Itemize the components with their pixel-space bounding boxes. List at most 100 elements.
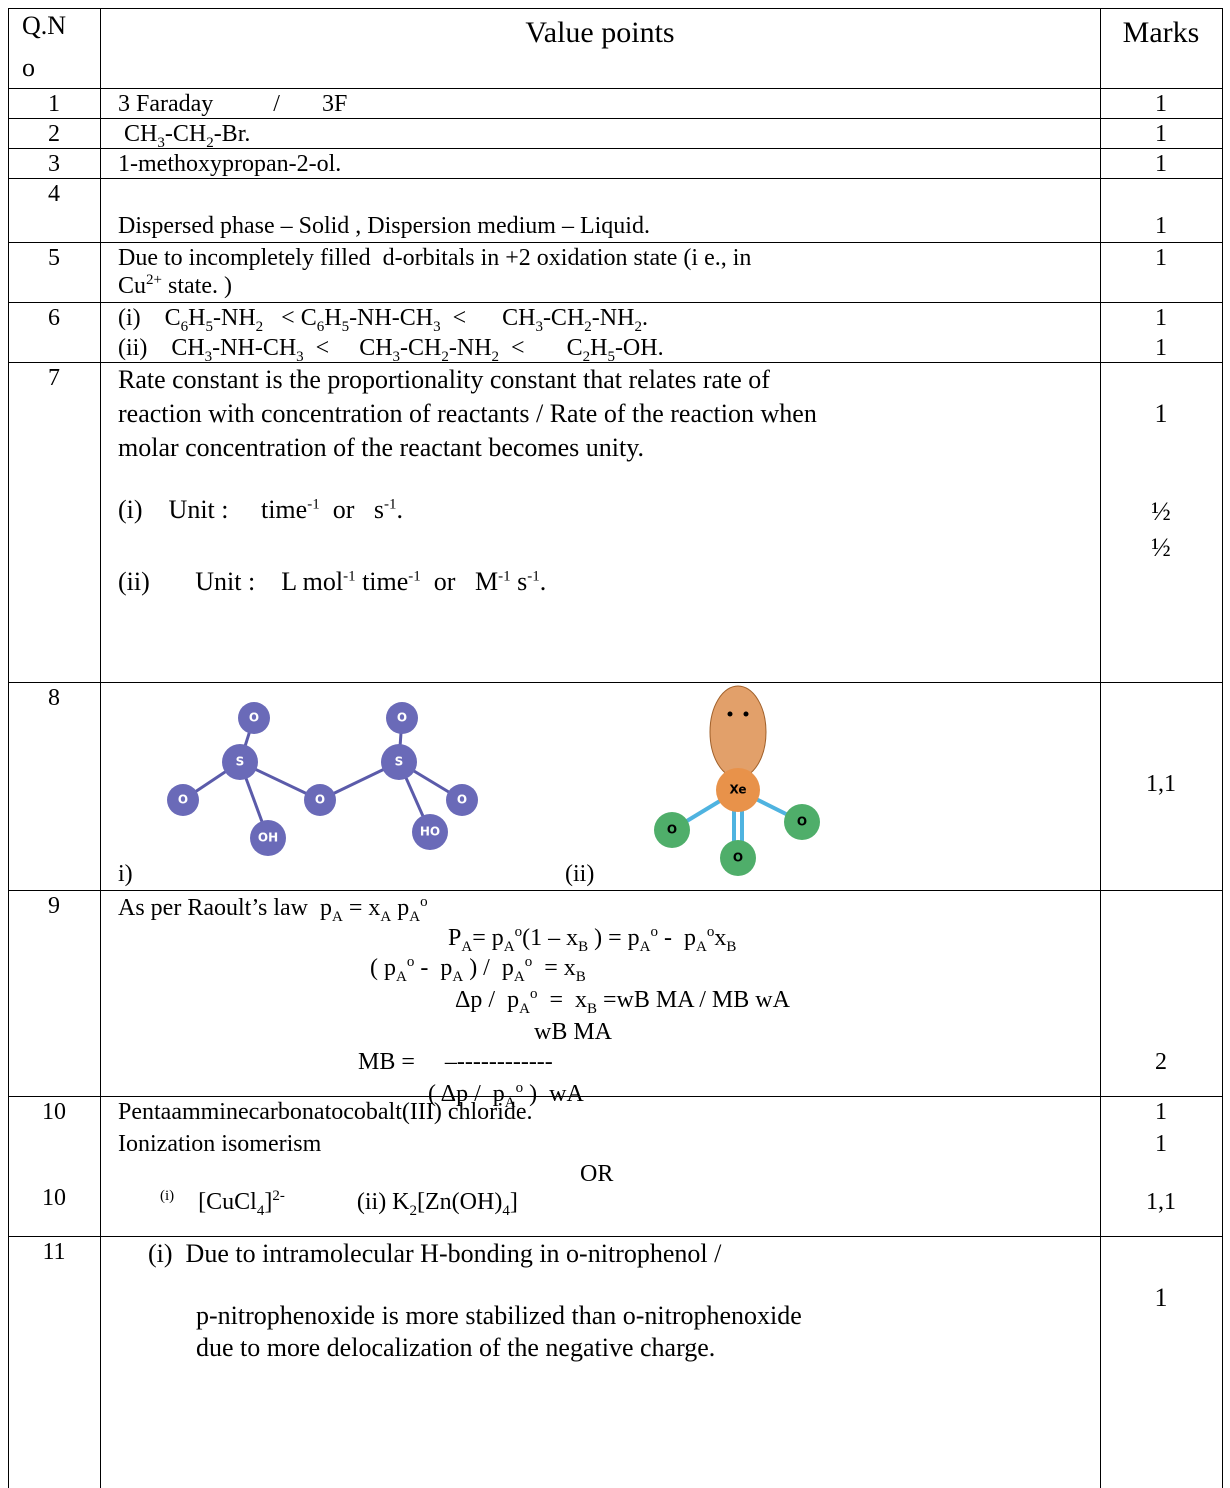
text-run: 2 [491, 348, 500, 365]
value-line: Cu2+ state. ) [118, 272, 232, 300]
value-line: (ii) Unit : L mol-1 time-1 or M-1 s-1. [118, 568, 546, 596]
text-run: 2+ [146, 272, 162, 288]
text-run: P [448, 925, 462, 951]
text-run: (ii) K [284, 1189, 410, 1215]
text-run: ) / p [463, 955, 514, 981]
value-line: OR [580, 1160, 613, 1188]
text-run: -CH [164, 121, 207, 147]
row-border [8, 88, 1222, 89]
text-run: A [331, 908, 343, 925]
text-run: Dispersed phase – Solid , Dispersion med… [118, 213, 650, 239]
row-border [8, 118, 1222, 119]
text-run: o [514, 924, 523, 940]
text-run: Δp / p [455, 987, 520, 1013]
atom-label: OH [258, 831, 278, 845]
text-run: = x [537, 987, 587, 1013]
row-border [8, 242, 1222, 243]
text-run: o [515, 1080, 524, 1096]
value-line: wB MA [534, 1018, 612, 1046]
atom-label: O [797, 815, 807, 829]
value-line: (i) Unit : time-1 or s-1. [118, 496, 403, 524]
text-run: 6 [316, 318, 325, 335]
text-run: = x [532, 955, 576, 981]
mark: ½ [1151, 497, 1171, 526]
text-run: -1 [527, 568, 540, 585]
question-number: 9 [48, 893, 60, 919]
text-run: -OH. [614, 335, 664, 361]
text-run: 6 [180, 318, 189, 335]
text-run: Ionization isomerism [118, 1131, 322, 1157]
text-run: B [575, 968, 586, 985]
question-number: 4 [48, 181, 60, 207]
row-border [8, 302, 1222, 303]
col-border [1222, 8, 1223, 1488]
text-run: 3 [535, 318, 543, 335]
text-run: 5 [341, 318, 350, 335]
value-line: Rate constant is the proportionality con… [118, 366, 770, 394]
text-run: A [695, 938, 707, 955]
value-line: Dispersed phase – Solid , Dispersion med… [118, 212, 650, 240]
mark: 1 [1155, 305, 1167, 331]
text-run: x [714, 925, 727, 951]
row-border [8, 1236, 1222, 1237]
value-line: CH3-CH2-Br. [118, 120, 250, 151]
row-border [8, 1096, 1222, 1097]
value-line: (ii) [565, 860, 594, 888]
text-run: OR [580, 1161, 614, 1187]
value-line: As per Raoult’s law pA = xA pAo [118, 894, 428, 925]
text-run: A [513, 968, 525, 985]
mark: 1 [1155, 1099, 1167, 1125]
text-run: (i) Due to intramolecular H-bonding in o… [148, 1239, 722, 1268]
atoms-1 [167, 702, 478, 856]
text-run: -1 [383, 496, 397, 513]
text-run: p-nitrophenoxide is more stabilized than… [196, 1301, 802, 1330]
text-run: o [650, 924, 658, 940]
text-run: H [590, 335, 608, 361]
row-border [8, 8, 1222, 9]
text-run: [Zn(OH) [417, 1189, 503, 1215]
atom-label: O [457, 793, 467, 807]
text-run: Rate constant is the proportionality con… [118, 365, 770, 394]
text-run: 4 [256, 1202, 265, 1219]
text-run: 3 [157, 134, 165, 151]
value-line: p-nitrophenoxide is more stabilized than… [196, 1302, 802, 1330]
atom-label: Xe [729, 783, 746, 797]
text-run: o [406, 954, 415, 970]
text-run: - p [657, 925, 696, 951]
text-run: molar concentration of the reactant beco… [118, 433, 645, 462]
atom-label: O [178, 793, 188, 807]
text-run: ) wA [523, 1081, 584, 1107]
text-run: H [324, 305, 342, 331]
question-number: 2 [48, 121, 60, 147]
text-run: -1 [307, 496, 320, 513]
value-line: PA= pAo(1 – xB ) = pAo - pAoxB [448, 924, 736, 955]
text-run: or M [420, 567, 499, 596]
mark: 1 [1155, 91, 1167, 117]
text-run: A [503, 938, 515, 955]
value-line: due to more delocalization of the negati… [196, 1334, 715, 1362]
atom-label: S [395, 755, 404, 769]
value-line: ( Δp / pAo ) wA [428, 1080, 584, 1111]
mark: 1 [1155, 213, 1167, 239]
text-run: 2 [634, 318, 642, 335]
text-run: (i) Unit : time [118, 495, 308, 524]
figure-2 [654, 685, 820, 876]
text-run: As per Raoult’s law p [118, 895, 332, 921]
text-run: 2 [255, 318, 264, 335]
text-run: = x [342, 895, 381, 921]
text-run: A [396, 968, 407, 985]
text-run: (i) [160, 1188, 175, 1204]
text-run: . [539, 567, 547, 596]
text-run: s [510, 567, 528, 596]
text-run: (ii) Unit : L mol [118, 567, 344, 596]
text-run: . [641, 305, 648, 331]
value-line: Due to incompletely filled d-orbitals in… [118, 244, 751, 272]
text-run: 2 [584, 318, 592, 335]
text-run: time [355, 567, 409, 596]
atom-label: O [397, 711, 407, 725]
mark: 1,1 [1146, 771, 1176, 797]
text-run: reaction with concentration of reactants… [118, 399, 817, 428]
atom-label: O [667, 823, 677, 837]
text-run: MB = –------------ [358, 1049, 553, 1075]
question-number: 10 [42, 1185, 66, 1211]
